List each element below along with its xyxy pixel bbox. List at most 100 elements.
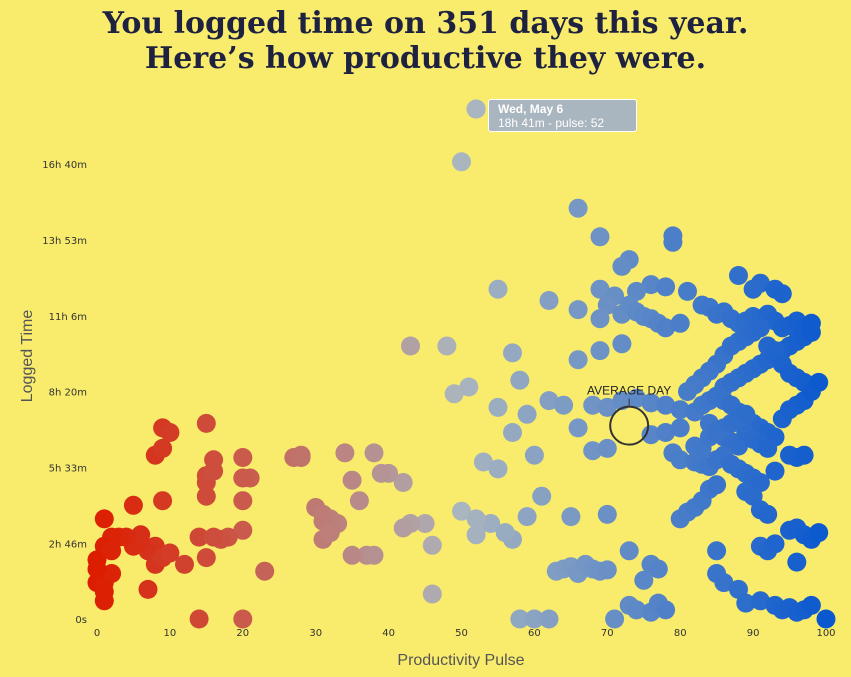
data-point[interactable] xyxy=(371,463,391,483)
data-point[interactable] xyxy=(670,400,690,420)
data-point[interactable] xyxy=(452,501,471,521)
data-point[interactable] xyxy=(750,318,770,338)
data-point[interactable] xyxy=(641,275,661,295)
data-point[interactable] xyxy=(102,564,122,583)
data-point[interactable] xyxy=(437,336,457,356)
data-point[interactable] xyxy=(736,404,756,424)
data-point[interactable] xyxy=(196,413,216,433)
data-point[interactable] xyxy=(619,541,639,561)
data-point[interactable] xyxy=(729,266,748,285)
data-point[interactable] xyxy=(488,459,508,479)
data-point[interactable] xyxy=(656,395,676,415)
data-point[interactable] xyxy=(809,523,829,543)
data-point[interactable] xyxy=(364,545,384,565)
data-point[interactable] xyxy=(204,461,224,481)
data-point[interactable] xyxy=(320,523,340,543)
data-point[interactable] xyxy=(801,595,821,615)
data-point[interactable] xyxy=(758,438,778,458)
data-point[interactable] xyxy=(634,570,654,590)
data-point[interactable] xyxy=(590,227,610,247)
data-point[interactable] xyxy=(765,534,785,554)
data-point[interactable] xyxy=(605,609,625,629)
data-point[interactable] xyxy=(816,609,836,629)
data-point[interactable] xyxy=(568,350,588,370)
data-point[interactable] xyxy=(627,600,646,620)
data-point[interactable] xyxy=(801,322,821,342)
data-point[interactable] xyxy=(94,591,114,611)
data-point[interactable] xyxy=(765,461,785,481)
data-point[interactable] xyxy=(204,527,224,547)
data-point[interactable] xyxy=(503,343,522,363)
data-point[interactable] xyxy=(160,543,180,563)
data-point[interactable] xyxy=(401,336,420,356)
data-point[interactable] xyxy=(583,441,603,461)
data-point[interactable] xyxy=(415,514,435,533)
data-point[interactable] xyxy=(678,281,697,301)
data-point[interactable] xyxy=(561,507,581,527)
data-point[interactable] xyxy=(349,491,369,511)
data-point[interactable] xyxy=(175,554,194,574)
data-point[interactable] xyxy=(656,318,676,338)
data-point[interactable] xyxy=(94,509,114,529)
data-point[interactable] xyxy=(590,341,610,361)
data-point[interactable] xyxy=(590,309,610,329)
data-point[interactable] xyxy=(510,370,530,390)
data-point[interactable] xyxy=(196,486,216,506)
data-point[interactable] xyxy=(670,418,690,438)
data-point[interactable] xyxy=(583,395,603,415)
data-point[interactable] xyxy=(342,470,362,490)
data-point[interactable] xyxy=(422,535,442,555)
data-point[interactable] xyxy=(707,541,727,561)
data-point[interactable] xyxy=(809,372,829,392)
data-point[interactable] xyxy=(758,504,778,524)
data-point[interactable] xyxy=(517,404,537,424)
data-point[interactable] xyxy=(153,491,173,511)
data-point[interactable] xyxy=(233,609,253,629)
data-point[interactable] xyxy=(663,232,683,252)
data-point[interactable] xyxy=(452,152,471,172)
data-point[interactable] xyxy=(255,561,275,581)
data-point[interactable] xyxy=(539,291,559,310)
data-point[interactable] xyxy=(750,591,770,611)
data-point[interactable] xyxy=(459,377,479,397)
data-point[interactable] xyxy=(233,520,253,540)
data-point[interactable] xyxy=(291,445,311,465)
data-point[interactable] xyxy=(233,468,253,488)
data-point[interactable] xyxy=(568,198,588,218)
data-point[interactable] xyxy=(554,395,574,415)
data-point[interactable] xyxy=(532,486,552,506)
data-point[interactable] xyxy=(313,504,333,524)
data-point[interactable] xyxy=(714,573,734,593)
data-point[interactable] xyxy=(87,559,107,579)
data-point[interactable] xyxy=(233,491,253,511)
data-point[interactable] xyxy=(736,593,756,613)
data-point[interactable] xyxy=(648,559,668,579)
data-point[interactable] xyxy=(196,548,216,568)
data-point[interactable] xyxy=(466,525,486,545)
data-point[interactable] xyxy=(335,443,355,463)
data-point[interactable] xyxy=(597,560,617,580)
data-point[interactable] xyxy=(627,388,646,408)
data-point[interactable] xyxy=(743,279,763,299)
data-point[interactable] xyxy=(393,473,413,492)
data-point[interactable] xyxy=(488,397,508,417)
data-point[interactable] xyxy=(656,600,676,620)
data-point[interactable] xyxy=(707,475,727,495)
data-point[interactable] xyxy=(481,514,501,533)
data-point[interactable] xyxy=(364,443,384,463)
data-point[interactable] xyxy=(189,527,209,547)
data-point[interactable] xyxy=(641,393,661,413)
data-point[interactable] xyxy=(123,495,143,515)
data-point[interactable] xyxy=(524,609,544,629)
data-point[interactable] xyxy=(772,284,792,304)
data-point[interactable] xyxy=(641,425,661,445)
data-point[interactable] xyxy=(794,445,814,465)
data-point[interactable] xyxy=(510,609,530,629)
data-point[interactable] xyxy=(539,391,559,411)
data-point[interactable] xyxy=(517,507,537,527)
data-point[interactable] xyxy=(138,579,158,599)
data-point[interactable] xyxy=(597,397,617,417)
data-point[interactable] xyxy=(160,423,180,442)
data-point[interactable] xyxy=(466,509,486,529)
data-point[interactable] xyxy=(656,277,676,297)
